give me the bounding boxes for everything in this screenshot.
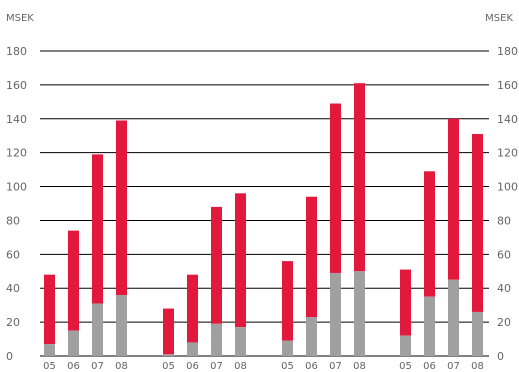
bar-bottom — [187, 342, 198, 356]
x-tick-label: 07 — [91, 361, 104, 372]
bar-top — [163, 308, 174, 355]
y-tick-right: 20 — [497, 316, 511, 329]
bar-bottom — [306, 317, 317, 356]
y-tick-left: 80 — [6, 214, 20, 227]
y-tick-left: 140 — [6, 113, 27, 126]
y-tick-right: 140 — [497, 113, 518, 126]
y-axis-right: 0 20 40 60 80 100 120 140 160 180 — [497, 45, 518, 363]
y-tick-right: 100 — [497, 181, 518, 194]
bar-top — [400, 269, 411, 336]
y-tick-right: 60 — [497, 248, 511, 261]
x-tick-label: 08 — [115, 361, 128, 372]
bar-top — [116, 120, 127, 295]
x-tick-label: 06 — [305, 361, 318, 372]
bar-top — [306, 196, 317, 318]
bar-top — [211, 206, 222, 324]
bar-top — [187, 274, 198, 343]
y-tick-left: 160 — [6, 79, 27, 92]
bar-bottom — [44, 344, 55, 356]
bar-top — [44, 274, 55, 345]
right-unit-label: MSEK — [485, 13, 513, 24]
x-tick-label: 08 — [353, 361, 366, 372]
y-tick-right: 180 — [497, 45, 518, 58]
bars — [44, 83, 483, 356]
bar-bottom — [116, 295, 127, 356]
bar-bottom — [92, 303, 103, 356]
y-tick-left: 40 — [6, 282, 20, 295]
bar-bottom — [354, 271, 365, 356]
left-unit-label: MSEK — [6, 13, 34, 24]
bar-bottom — [68, 330, 79, 356]
y-tick-right: 80 — [497, 214, 511, 227]
bar-bottom — [163, 354, 174, 356]
y-tick-left: 60 — [6, 248, 20, 261]
x-tick-label: 08 — [234, 361, 247, 372]
bar-bottom — [211, 323, 222, 356]
y-tick-right: 0 — [497, 350, 504, 363]
bar-top — [330, 103, 341, 273]
x-tick-label: 06 — [423, 361, 436, 372]
bar-bottom — [235, 327, 246, 356]
y-tick-right: 120 — [497, 147, 518, 160]
gridlines — [40, 50, 489, 357]
bar-bottom — [424, 296, 435, 356]
y-tick-left: 0 — [6, 350, 13, 363]
bar-top — [354, 83, 365, 272]
x-tick-label: 05 — [281, 361, 294, 372]
y-tick-right: 160 — [497, 79, 518, 92]
bar-top — [424, 171, 435, 297]
bar-bottom — [330, 272, 341, 356]
y-tick-left: 120 — [6, 147, 27, 160]
bar-top — [68, 230, 79, 331]
bar-top — [235, 193, 246, 328]
x-tick-label: 07 — [210, 361, 223, 372]
x-tick-label: 05 — [162, 361, 175, 372]
bar-top — [92, 154, 103, 304]
bar-top — [448, 118, 459, 280]
bar-bottom — [282, 340, 293, 356]
bar-bottom — [448, 279, 459, 356]
y-tick-left: 20 — [6, 316, 20, 329]
x-tick-label: 06 — [186, 361, 199, 372]
bar-bottom — [472, 311, 483, 356]
bar-top — [282, 261, 293, 341]
y-axis-left: 0 20 40 60 80 100 120 140 160 180 — [6, 45, 27, 363]
x-tick-label: 07 — [447, 361, 460, 372]
bar-bottom — [400, 335, 411, 356]
x-axis-labels: 05 06 07 08 05 06 07 08 05 06 07 08 05 06 07 08 — [43, 361, 484, 372]
y-tick-right: 40 — [497, 282, 511, 295]
x-tick-label: 05 — [43, 361, 56, 372]
x-tick-label: 06 — [67, 361, 80, 372]
y-tick-left: 100 — [6, 181, 27, 194]
x-tick-label: 07 — [329, 361, 342, 372]
bar-top — [472, 134, 483, 312]
y-tick-left: 180 — [6, 45, 27, 58]
x-tick-label: 05 — [399, 361, 412, 372]
x-tick-label: 08 — [471, 361, 484, 372]
